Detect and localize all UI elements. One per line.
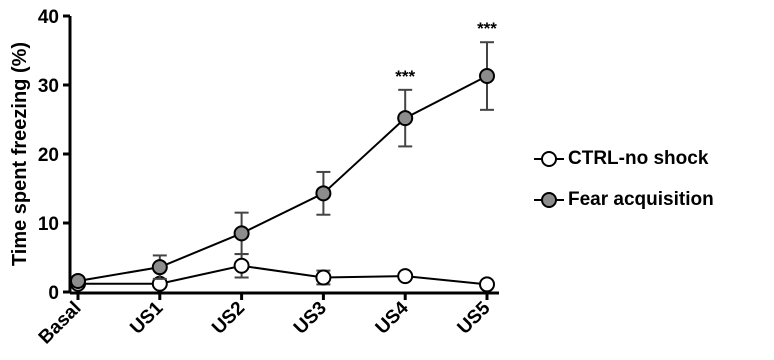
y-tick-label: 0 [48,283,59,304]
legend-label-fear: Fear acquisition [568,189,714,210]
data-point [151,259,168,276]
significance-annotation: *** [477,19,497,38]
y-tick-label: 40 [38,7,59,28]
x-tick-label: US1 [126,297,167,338]
y-tick-label: 10 [38,214,59,235]
legend-marker-fear [534,192,564,208]
x-tick-label: Basal [35,298,86,349]
legend-item-fear: Fear acquisition [534,189,714,211]
data-point [479,276,495,293]
data-point [315,185,332,202]
legend-marker-ctrl [534,151,564,167]
series-line [78,264,488,286]
y-axis-label: Time spent freezing (%) [9,42,31,266]
legend: CTRL-no shock Fear acquisition [534,148,714,230]
significance-annotation: *** [395,67,415,86]
legend-label-ctrl: CTRL-no shock [568,148,709,169]
x-tick-label: US3 [290,298,331,339]
data-point [233,257,250,274]
y-tick-label: 30 [38,76,59,97]
legend-item-ctrl: CTRL-no shock [534,148,714,170]
data-point [70,272,86,289]
x-tick-label: US4 [372,297,413,338]
y-tick-label: 20 [38,145,59,166]
data-point [479,68,495,85]
data-point [397,110,414,127]
x-tick-label: US2 [208,298,249,339]
data-point [397,268,414,285]
data-point [315,269,332,286]
data-point [233,225,250,242]
series-line [77,75,488,282]
x-tick-label: US5 [454,297,495,338]
